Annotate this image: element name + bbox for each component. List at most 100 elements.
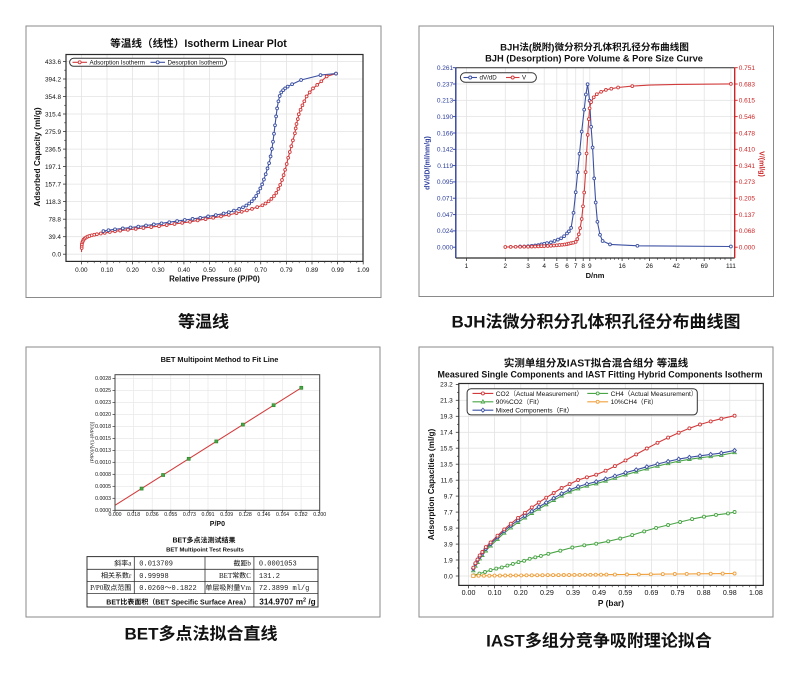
svg-text:a: a [128, 560, 132, 568]
svg-text:dV/dD/(ml/nm/g): dV/dD/(ml/nm/g) [425, 136, 432, 190]
svg-text:39.4: 39.4 [49, 234, 62, 241]
svg-text:Actual Measurement: Actual Measurement [516, 391, 577, 398]
svg-text:BET: BET [219, 572, 233, 580]
svg-text:0.128: 0.128 [239, 512, 252, 518]
svg-text:0.69: 0.69 [644, 589, 658, 597]
svg-text:197.1: 197.1 [45, 164, 61, 171]
svg-text:72.3899 ml/g: 72.3899 ml/g [259, 585, 309, 593]
svg-text:0.091: 0.091 [202, 512, 215, 518]
svg-text:0.50: 0.50 [203, 267, 216, 274]
svg-text:0.30: 0.30 [152, 267, 165, 274]
svg-text:BJH: BJH [500, 42, 519, 53]
svg-text:0.0015: 0.0015 [95, 436, 111, 442]
svg-text:0.478: 0.478 [739, 130, 756, 137]
svg-text:0.047: 0.047 [437, 212, 454, 219]
svg-text:0.166: 0.166 [437, 130, 454, 137]
svg-text:90%CO2: 90%CO2 [496, 399, 523, 406]
svg-text:b: b [247, 560, 251, 568]
svg-text:0.164: 0.164 [276, 512, 289, 518]
svg-text:CH4: CH4 [611, 391, 625, 398]
svg-text:0.29: 0.29 [540, 589, 554, 597]
svg-text:0.99998: 0.99998 [139, 573, 168, 581]
svg-text:1.08: 1.08 [749, 589, 763, 597]
svg-text:0.000: 0.000 [109, 512, 122, 518]
svg-text:0.190: 0.190 [437, 114, 454, 121]
svg-text:0.000: 0.000 [437, 245, 454, 252]
svg-text:0.205: 0.205 [739, 196, 756, 203]
svg-text:0.0003: 0.0003 [95, 496, 111, 502]
svg-text:0.024: 0.024 [437, 228, 454, 235]
svg-text:314.9707 m2 /g: 314.9707 m2 /g [259, 597, 315, 606]
svg-text:9.7: 9.7 [444, 493, 453, 500]
svg-text:0.071: 0.071 [437, 196, 454, 203]
svg-text:Measured Single Components and: Measured Single Components and IAST Fitt… [438, 370, 763, 380]
svg-text:0.88: 0.88 [697, 589, 711, 597]
svg-text:7: 7 [574, 263, 578, 270]
svg-text:69: 69 [701, 263, 709, 270]
svg-text:C: C [246, 572, 251, 580]
svg-text:11.6: 11.6 [441, 478, 454, 485]
svg-text:D/nm: D/nm [586, 271, 605, 280]
svg-text:394.2: 394.2 [45, 76, 61, 83]
svg-text:0.109: 0.109 [220, 512, 233, 518]
svg-text:131.2: 131.2 [259, 573, 280, 581]
svg-text:P/P0: P/P0 [210, 521, 225, 528]
svg-text:0.0: 0.0 [444, 573, 453, 580]
svg-text:0.39: 0.39 [566, 589, 580, 597]
svg-text:315.4: 315.4 [45, 111, 61, 118]
svg-text:0.10: 0.10 [101, 267, 114, 274]
svg-text:17.4: 17.4 [440, 430, 453, 437]
svg-text:BJH: BJH [452, 313, 486, 332]
svg-text:0.273: 0.273 [739, 179, 756, 186]
svg-text:118.3: 118.3 [45, 199, 61, 206]
svg-text:V: V [522, 75, 527, 82]
svg-text:111: 111 [726, 263, 736, 270]
svg-text:10%CH4: 10%CH4 [611, 399, 638, 406]
svg-text:0.98: 0.98 [723, 589, 737, 597]
svg-text:0.0018: 0.0018 [95, 424, 111, 430]
svg-text:0.20: 0.20 [126, 267, 139, 274]
svg-text:0.0023: 0.0023 [95, 400, 111, 406]
svg-text:BET Multipoint Method to Fit L: BET Multipoint Method to Fit Line [161, 355, 279, 364]
svg-text:0.20: 0.20 [514, 589, 528, 597]
svg-text:dV/dD: dV/dD [480, 75, 498, 82]
svg-text:0.0001053: 0.0001053 [259, 561, 297, 569]
svg-text:1.9: 1.9 [444, 557, 453, 564]
svg-text:0.068: 0.068 [739, 228, 756, 235]
svg-text:V/(ml/g): V/(ml/g) [758, 151, 765, 177]
svg-text:IAST: IAST [567, 358, 592, 370]
svg-text:0.546: 0.546 [739, 114, 756, 121]
svg-text:0.137: 0.137 [739, 212, 756, 219]
svg-text:16: 16 [618, 263, 626, 270]
svg-text:0.261: 0.261 [437, 65, 454, 72]
svg-text:0.10: 0.10 [488, 589, 502, 597]
svg-text:0.013709: 0.013709 [139, 561, 173, 569]
svg-text:236.5: 236.5 [45, 146, 61, 153]
svg-text:P (bar): P (bar) [598, 598, 624, 608]
svg-text:Mixed Components: Mixed Components [496, 408, 554, 415]
svg-text:Vm: Vm [240, 584, 251, 592]
svg-text:0.0013: 0.0013 [95, 448, 111, 454]
svg-text:0.119: 0.119 [437, 163, 453, 170]
svg-text:0.213: 0.213 [437, 98, 454, 105]
svg-text:0.0: 0.0 [52, 252, 61, 259]
svg-text:4: 4 [542, 263, 546, 270]
svg-text:P/P0: P/P0 [90, 584, 104, 592]
svg-text:IAST: IAST [486, 632, 525, 651]
svg-text:0.036: 0.036 [146, 512, 159, 518]
svg-text:Adsorption Capacities (ml/g): Adsorption Capacities (ml/g) [427, 429, 436, 541]
svg-text:21.3: 21.3 [440, 398, 453, 405]
svg-text:0.073: 0.073 [183, 512, 196, 518]
svg-text:0.055: 0.055 [164, 512, 177, 518]
svg-text:354.8: 354.8 [45, 94, 61, 101]
svg-text:0.00: 0.00 [75, 267, 88, 274]
svg-text:0.095: 0.095 [437, 179, 454, 186]
svg-text:Fit: Fit [529, 399, 536, 406]
svg-text:157.7: 157.7 [45, 181, 61, 188]
svg-text:1: 1 [465, 263, 469, 270]
svg-text:0.146: 0.146 [257, 512, 270, 518]
svg-text:BET: BET [106, 599, 121, 606]
svg-text:(P/P0)/[V(1-(P/P0))]: (P/P0)/[V(1-(P/P0))] [90, 422, 95, 463]
svg-text:5.8: 5.8 [444, 525, 453, 532]
svg-text:0.341: 0.341 [739, 163, 756, 170]
